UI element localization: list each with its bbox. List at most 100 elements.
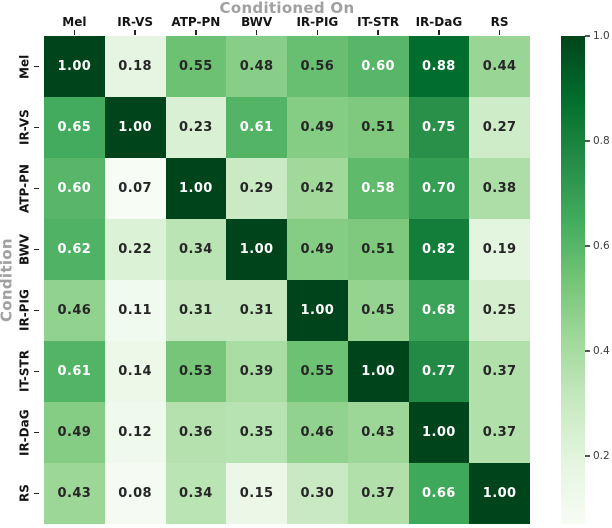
colorbar-tick-mark [585,350,590,352]
heatmap-cell-IR-VS-IR-PIG: 0.49 [287,97,348,158]
heatmap-cell-IT-STR-IT-STR: 1.00 [347,341,409,402]
heatmap-cell-IR-PIG-BWV: 0.31 [226,280,287,341]
x-tick-mark [226,30,287,36]
y-tick-mark [34,97,40,158]
x-tick-label-IR-PIG: IR-PIG [296,14,339,29]
y-tick-label-IR-VS: IR-VS [17,109,32,146]
heatmap-cell-BWV-RS: 0.19 [469,219,530,280]
heatmap-cell-IT-STR-RS: 0.37 [469,341,530,402]
heatmap-cell-RS-ATP-PN: 0.34 [165,463,227,524]
x-tick-label-RS: RS [490,14,509,29]
colorbar-tick-label-0.4: 0.4 [593,344,610,357]
heatmap-cell-IR-DaG-BWV: 0.35 [226,402,287,463]
heatmap-cell-ATP-PN-Mel: 0.60 [44,158,105,219]
heatmap-cell-Mel-IR-PIG: 0.56 [287,36,348,97]
x-tick-label-Mel: Mel [62,14,87,29]
y-tick-marks [34,36,40,524]
heatmap-cell-Mel-BWV: 0.48 [226,36,287,97]
x-tick-marks [44,30,530,36]
heatmap-cell-IT-STR-ATP-PN: 0.53 [165,341,227,402]
heatmap-cell-RS-IR-DaG: 0.66 [408,463,470,524]
heatmap-cell-RS-BWV: 0.15 [226,463,287,524]
heatmap-cell-IR-VS-Mel: 0.65 [44,97,105,158]
heatmap-cell-Mel-IR-DaG: 0.88 [408,36,470,97]
heatmap-cell-ATP-PN-IT-STR: 0.58 [347,158,409,219]
heatmap-cell-Mel-ATP-PN: 0.55 [165,36,227,97]
heatmap-cell-ATP-PN-RS: 0.38 [469,158,530,219]
heatmap-cell-IR-DaG-IR-VS: 0.12 [104,402,166,463]
x-tick-mark [166,30,227,36]
heatmap-cell-Mel-IT-STR: 0.60 [347,36,409,97]
x-tick-mark [348,30,409,36]
colorbar-tick-mark [585,35,590,37]
heatmap-cell-Mel-Mel: 1.00 [44,36,105,97]
y-tick-mark [34,341,40,402]
heatmap-cell-IR-DaG-ATP-PN: 0.36 [165,402,227,463]
colorbar-tick-label-0.8: 0.8 [593,134,610,147]
heatmap-cell-BWV-IT-STR: 0.51 [347,219,409,280]
heatmap-cell-IR-PIG-Mel: 0.46 [44,280,105,341]
heatmap-cell-BWV-ATP-PN: 0.34 [165,219,227,280]
heatmap-cell-BWV-IR-DaG: 0.82 [408,219,470,280]
heatmap-cell-RS-RS: 1.00 [469,463,530,524]
heatmap-cell-RS-Mel: 0.43 [44,463,105,524]
heatmap-cell-IT-STR-IR-PIG: 0.55 [287,341,348,402]
heatmap-cell-IT-STR-Mel: 0.61 [44,341,105,402]
colorbar-tick-mark [585,455,590,457]
heatmap-cell-IR-VS-IT-STR: 0.51 [347,97,409,158]
y-tick-label-RS: RS [17,484,32,503]
y-tick-label-IR-PIG: IR-PIG [17,289,32,332]
y-tick-label-BWV: BWV [17,234,32,266]
heatmap-cell-IR-PIG-RS: 0.25 [469,280,530,341]
heatmap-cell-ATP-PN-IR-PIG: 0.42 [287,158,348,219]
y-tick-label-ATP-PN: ATP-PN [17,164,32,213]
heatmap-cell-Mel-IR-VS: 0.18 [104,36,166,97]
y-tick-labels: Mel IR-VS ATP-PN BWV IR-PIG IT-STR IR-DaG RS [15,36,34,524]
y-tick-mark [34,36,40,97]
heatmap-cell-IR-VS-RS: 0.27 [469,97,530,158]
y-tick-mark [34,158,40,219]
colorbar-gradient [561,36,585,524]
x-tick-label-BWV: BWV [241,14,273,29]
heatmap-cell-IR-DaG-IR-DaG: 1.00 [408,402,470,463]
heatmap-cell-Mel-RS: 0.44 [469,36,530,97]
colorbar-tick-label-0.2: 0.2 [593,449,610,462]
heatmap-cell-IR-VS-IR-DaG: 0.75 [408,97,470,158]
x-tick-mark [409,30,470,36]
heatmap-cell-IR-DaG-Mel: 0.49 [44,402,105,463]
x-axis-title: Conditioned On [219,0,355,17]
heatmap-cell-IR-VS-IR-VS: 1.00 [104,97,166,158]
y-axis-title: Condition [0,238,16,322]
x-tick-label-IT-STR: IT-STR [357,14,400,29]
y-tick-mark [34,219,40,280]
heatmap-cell-RS-IT-STR: 0.37 [347,463,409,524]
colorbar-tick-label-0.6: 0.6 [593,239,610,252]
heatmap-cell-IR-PIG-IR-PIG: 1.00 [287,280,348,341]
x-tick-label-IR-DaG: IR-DaG [415,14,463,29]
y-tick-mark [34,463,40,524]
x-tick-mark [44,30,105,36]
y-tick-label-IR-DaG: IR-DaG [17,409,32,456]
heatmap-cell-IR-DaG-RS: 0.37 [469,402,530,463]
heatmap-cell-BWV-IR-VS: 0.22 [104,219,166,280]
y-tick-label-IT-STR: IT-STR [17,350,32,393]
heatmap-cell-IR-PIG-IR-VS: 0.11 [104,280,166,341]
heatmap-cell-ATP-PN-IR-DaG: 0.70 [408,158,470,219]
heatmap-cell-BWV-Mel: 0.62 [44,219,105,280]
x-tick-mark [287,30,348,36]
y-tick-mark [34,280,40,341]
heatmap-cell-RS-IR-VS: 0.08 [104,463,166,524]
x-tick-label-ATP-PN: ATP-PN [171,14,221,29]
heatmap-cell-IR-DaG-IT-STR: 0.43 [347,402,409,463]
heatmap-cell-IR-DaG-IR-PIG: 0.46 [287,402,348,463]
heatmap-cell-IR-VS-BWV: 0.61 [226,97,287,158]
heatmap-cell-IR-PIG-IR-DaG: 0.68 [408,280,470,341]
heatmap-cell-IT-STR-IR-DaG: 0.77 [408,341,470,402]
heatmap-grid: 1.00 0.18 0.55 0.48 0.56 0.60 0.88 0.44 0.65 1.00… [44,36,530,524]
heatmap-cell-IT-STR-IR-VS: 0.14 [104,341,166,402]
heatmap-cell-BWV-IR-PIG: 0.49 [287,219,348,280]
heatmap-cell-RS-IR-PIG: 0.30 [287,463,348,524]
y-tick-label-Mel: Mel [17,54,32,79]
heatmap-cell-ATP-PN-BWV: 0.29 [226,158,287,219]
